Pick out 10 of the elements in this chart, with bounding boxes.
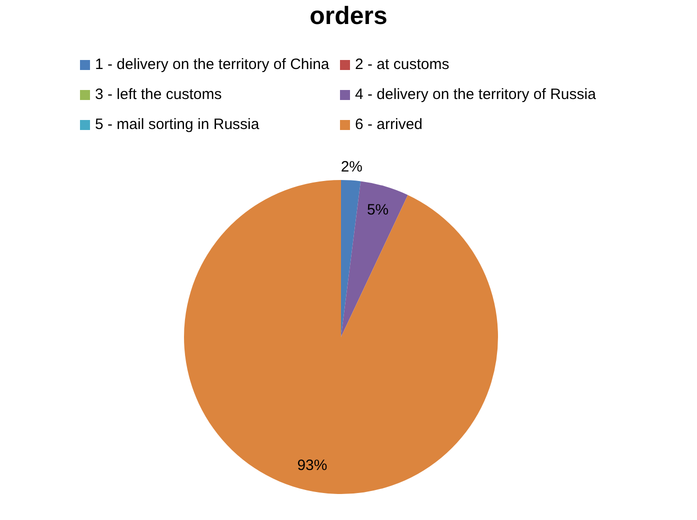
legend-label: 4 - delivery on the territory of Russia <box>355 85 596 105</box>
legend-label: 1 - delivery on the territory of China <box>95 55 330 75</box>
legend-label: 2 - at customs <box>355 55 450 75</box>
chart-title: orders <box>308 2 388 31</box>
data-label: 2% <box>340 158 363 176</box>
legend-label: 6 - arrived <box>355 115 423 135</box>
legend-label: 5 - mail sorting in Russia <box>95 115 260 135</box>
data-label: 5% <box>366 201 389 218</box>
data-label: 93% <box>297 456 328 474</box>
legend-label: 3 - left the customs <box>95 85 222 105</box>
